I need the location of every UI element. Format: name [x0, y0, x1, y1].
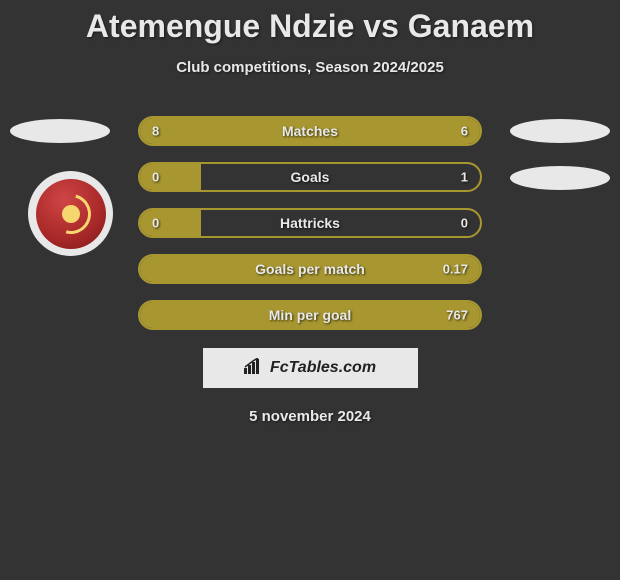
page-title: Atemengue Ndzie vs Ganaem [0, 0, 620, 45]
stat-left-value: 0 [152, 170, 159, 185]
stat-right-value: 767 [446, 308, 468, 323]
player-right-badge-2 [510, 166, 610, 190]
source-logo: FcTables.com [203, 348, 418, 388]
stats-bars: 8 Matches 6 0 Goals 1 0 Hattricks 0 Goal… [138, 116, 482, 330]
stat-bar-goals-per-match: Goals per match 0.17 [138, 254, 482, 284]
date-text: 5 november 2024 [0, 408, 620, 425]
stat-right-value: 0.17 [443, 262, 468, 277]
stat-right-value: 1 [461, 170, 468, 185]
stat-label: Goals per match [255, 261, 365, 277]
comparison-container: 8 Matches 6 0 Goals 1 0 Hattricks 0 Goal… [0, 116, 620, 425]
stat-bar-goals: 0 Goals 1 [138, 162, 482, 192]
stat-left-value: 0 [152, 216, 159, 231]
stat-left-value: 8 [152, 124, 159, 139]
bar-fill-left [140, 164, 201, 190]
logo-text: FcTables.com [270, 359, 376, 377]
stat-bar-matches: 8 Matches 6 [138, 116, 482, 146]
stat-right-value: 0 [461, 216, 468, 231]
stat-right-value: 6 [461, 124, 468, 139]
subtitle: Club competitions, Season 2024/2025 [0, 59, 620, 76]
team-crest-left [28, 171, 113, 256]
player-right-badge [510, 119, 610, 143]
stat-bar-hattricks: 0 Hattricks 0 [138, 208, 482, 238]
stat-label: Goals [291, 169, 330, 185]
player-left-badge [10, 119, 110, 143]
stat-label: Hattricks [280, 215, 340, 231]
stat-label: Min per goal [269, 307, 351, 323]
stat-bar-min-per-goal: Min per goal 767 [138, 300, 482, 330]
bar-fill-left [140, 210, 201, 236]
stat-label: Matches [282, 123, 338, 139]
crest-emblem [36, 179, 106, 249]
chart-icon [244, 358, 264, 379]
